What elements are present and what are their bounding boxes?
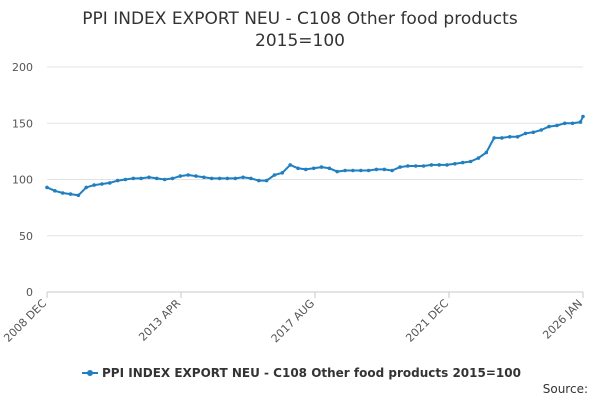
data-point[interactable] — [468, 159, 473, 164]
data-point[interactable] — [249, 176, 253, 181]
data-point[interactable] — [147, 175, 151, 180]
data-point[interactable] — [115, 178, 120, 183]
data-point[interactable] — [108, 181, 112, 185]
data-point[interactable] — [139, 176, 143, 181]
data-point[interactable] — [492, 136, 496, 140]
data-point[interactable] — [366, 168, 371, 173]
data-point[interactable] — [581, 114, 585, 119]
data-point[interactable] — [429, 163, 434, 167]
data-point[interactable] — [304, 167, 308, 172]
data-point[interactable] — [280, 171, 285, 175]
data-point[interactable] — [351, 168, 355, 173]
data-point[interactable] — [53, 189, 57, 193]
data-point[interactable] — [288, 163, 293, 167]
data-point[interactable] — [60, 191, 65, 195]
series-group — [45, 114, 585, 198]
data-point[interactable] — [398, 165, 402, 169]
data-point[interactable] — [264, 178, 269, 183]
data-point[interactable] — [531, 130, 536, 135]
data-point[interactable] — [406, 164, 410, 168]
data-point[interactable] — [382, 167, 387, 172]
x-tick-label: 2026 JAN — [540, 297, 585, 342]
data-point[interactable] — [508, 135, 512, 139]
data-point[interactable] — [233, 176, 238, 181]
data-point[interactable] — [217, 176, 222, 181]
data-point[interactable] — [155, 176, 159, 181]
y-tick-label: 100 — [12, 174, 33, 187]
y-axis-tick-labels: 0 50 100 150 200 — [12, 61, 33, 299]
data-point[interactable] — [570, 121, 575, 126]
x-tick-label: 2013 APR — [136, 297, 183, 344]
data-point[interactable] — [460, 160, 465, 165]
data-point[interactable] — [311, 166, 316, 171]
data-point[interactable] — [445, 163, 449, 167]
source-label: Source: — [543, 382, 588, 396]
x-tick-label: 2008 DEC — [1, 297, 49, 345]
data-point[interactable] — [162, 177, 167, 182]
y-tick-label: 150 — [12, 117, 33, 130]
data-point[interactable] — [272, 173, 277, 177]
data-point[interactable] — [453, 162, 457, 166]
data-point[interactable] — [476, 156, 481, 160]
data-point[interactable] — [202, 175, 206, 180]
data-point[interactable] — [100, 182, 104, 186]
data-point[interactable] — [547, 124, 551, 129]
x-tick-label: 2021 DEC — [403, 297, 451, 345]
chart-title-line-2: 2015=100 — [255, 31, 345, 51]
data-point[interactable] — [359, 168, 363, 173]
chart-title-line-1: PPI INDEX EXPORT NEU - C108 Other food p… — [82, 9, 518, 29]
data-point[interactable] — [515, 135, 520, 139]
data-point[interactable] — [209, 176, 214, 181]
data-point[interactable] — [45, 185, 49, 190]
data-point[interactable] — [562, 121, 567, 126]
data-point[interactable] — [421, 164, 426, 168]
data-point[interactable] — [335, 169, 340, 174]
data-point[interactable] — [76, 193, 81, 198]
data-point[interactable] — [186, 173, 190, 177]
x-axis: 2008 DEC 2013 APR 2017 AUG 2021 DEC 2026 JAN — [1, 292, 585, 345]
data-point[interactable] — [257, 178, 261, 183]
grid-lines — [47, 66, 583, 293]
data-point[interactable] — [170, 176, 175, 181]
data-point[interactable] — [92, 183, 96, 187]
y-tick-label: 0 — [26, 286, 33, 299]
data-point[interactable] — [555, 123, 559, 128]
data-point[interactable] — [194, 174, 198, 178]
data-point[interactable] — [123, 177, 128, 182]
data-point[interactable] — [523, 131, 528, 136]
data-point[interactable] — [390, 168, 394, 173]
data-point[interactable] — [131, 176, 136, 181]
data-point[interactable] — [500, 136, 504, 140]
data-point[interactable] — [484, 150, 489, 155]
data-point[interactable] — [225, 176, 230, 181]
data-point[interactable] — [374, 167, 379, 172]
data-point[interactable] — [413, 164, 418, 168]
data-point[interactable] — [319, 165, 324, 169]
data-point[interactable] — [68, 192, 73, 196]
legend-marker — [87, 370, 93, 376]
x-tick-label: 2017 AUG — [269, 297, 318, 346]
data-point[interactable] — [343, 168, 347, 173]
y-tick-label: 200 — [12, 61, 33, 74]
legend-label[interactable]: PPI INDEX EXPORT NEU - C108 Other food p… — [102, 366, 521, 380]
data-point[interactable] — [296, 166, 300, 171]
legend[interactable]: PPI INDEX EXPORT NEU - C108 Other food p… — [82, 366, 521, 380]
data-point[interactable] — [578, 120, 583, 124]
data-point[interactable] — [539, 128, 543, 132]
data-point[interactable] — [178, 174, 183, 178]
series-line — [46, 115, 584, 197]
data-point[interactable] — [84, 185, 88, 190]
y-tick-label: 50 — [19, 230, 33, 243]
data-point[interactable] — [241, 175, 245, 180]
data-point[interactable] — [327, 166, 332, 171]
data-point[interactable] — [437, 163, 442, 167]
